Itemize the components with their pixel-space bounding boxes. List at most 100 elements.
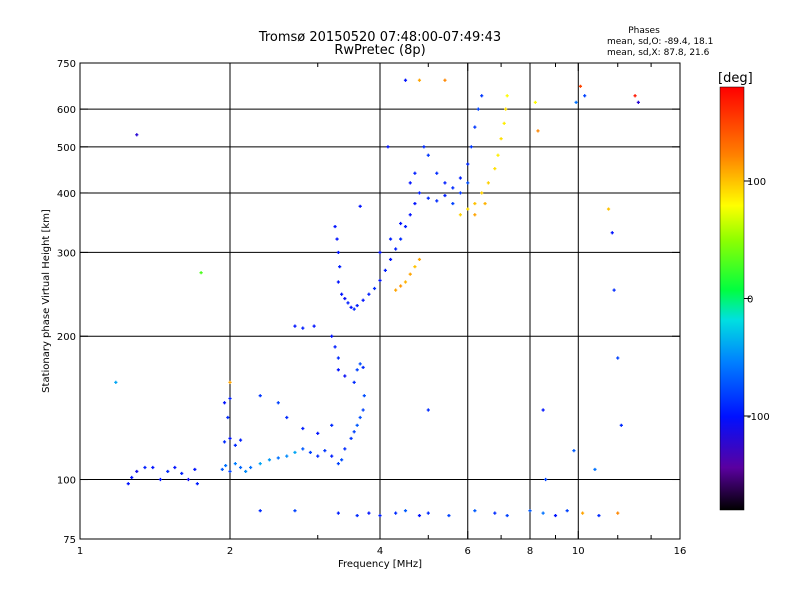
data-point (173, 465, 177, 470)
stats-title: Phases (628, 26, 660, 36)
data-point (417, 78, 422, 82)
data-point (486, 181, 490, 185)
data-point (316, 431, 320, 435)
data-point (228, 396, 232, 401)
data-point (135, 469, 139, 474)
data-point (473, 213, 477, 217)
data-point (394, 288, 398, 292)
data-point (417, 191, 422, 195)
data-point (583, 94, 587, 98)
data-point (403, 280, 408, 284)
data-point (361, 365, 365, 370)
data-point (258, 462, 262, 466)
x-tick-label: 1 (77, 546, 83, 557)
data-point (422, 145, 426, 149)
data-point (616, 356, 620, 360)
data-point (258, 394, 262, 398)
data-point (443, 181, 447, 185)
data-point (435, 199, 439, 203)
data-point (333, 345, 337, 349)
data-point (336, 356, 340, 360)
data-point (378, 278, 382, 283)
data-point (378, 513, 382, 518)
data-point (417, 257, 422, 262)
chart-subtitle: RwPretec (8p) (334, 43, 425, 58)
data-point (355, 513, 359, 518)
data-point (413, 265, 417, 269)
data-point (367, 292, 371, 296)
y-tick-label: 200 (57, 332, 76, 343)
data-point (597, 513, 601, 518)
data-point (226, 415, 230, 420)
data-points[interactable] (114, 78, 640, 518)
data-point (340, 458, 344, 462)
data-point (301, 447, 305, 451)
data-point (335, 237, 339, 241)
data-point (536, 129, 540, 133)
data-point (417, 513, 422, 518)
y-tick-label: 600 (57, 105, 76, 116)
data-point (258, 509, 262, 513)
data-point (394, 247, 398, 251)
data-point (158, 477, 163, 482)
stats-line-o: mean, sd,O: -89.4, 18.1 (607, 37, 713, 47)
data-point (301, 326, 305, 330)
data-point (361, 298, 365, 302)
x-tick-label: 10 (572, 546, 585, 557)
data-point (222, 440, 227, 444)
data-point (403, 78, 408, 82)
colorbar-tick-label: 100 (747, 177, 766, 188)
data-point (408, 181, 412, 185)
axis-ticks: 1 2 4 6 8 10 16 75 100 200 300 400 500 600 750 (57, 59, 686, 557)
data-point (276, 456, 280, 460)
data-point (565, 509, 569, 513)
data-point (499, 137, 503, 141)
data-point (358, 204, 362, 208)
data-point (267, 458, 272, 462)
data-point (636, 100, 640, 104)
data-point (343, 447, 347, 451)
data-point (528, 509, 532, 513)
data-point (383, 268, 387, 273)
data-point (386, 145, 390, 149)
chart-title: Tromsø 20150520 07:48:00-07:49:43 (258, 30, 501, 45)
colorbar-tick-label: 0 (747, 295, 753, 306)
y-tick-label: 75 (63, 535, 76, 546)
data-point (180, 471, 184, 476)
colorbar-tick-label: -100 (747, 412, 770, 423)
data-point (143, 465, 147, 470)
colorbar-label: [deg] (718, 71, 753, 86)
data-point (533, 100, 537, 104)
data-point (505, 513, 509, 518)
data-point (358, 362, 362, 366)
data-point (199, 271, 203, 275)
data-point (610, 231, 614, 235)
data-point (394, 511, 398, 515)
data-point (361, 408, 365, 412)
data-point (473, 125, 477, 129)
data-point (330, 334, 334, 338)
data-point (480, 191, 484, 195)
data-point (451, 201, 455, 206)
data-point (466, 181, 470, 185)
y-tick-label: 500 (57, 143, 76, 154)
data-point (541, 408, 545, 412)
data-point (285, 454, 289, 458)
data-point (504, 107, 508, 111)
data-point (466, 207, 470, 211)
data-point (352, 380, 356, 384)
data-point (426, 408, 430, 412)
data-point (399, 221, 403, 226)
data-point (574, 100, 578, 104)
data-point (193, 467, 197, 472)
colorbar-ticks: 100 0 -100 (744, 177, 770, 423)
data-point (447, 513, 451, 518)
data-point (186, 477, 190, 482)
data-point (276, 401, 280, 405)
data-point (426, 153, 430, 157)
data-point (338, 265, 342, 269)
data-point (633, 94, 637, 98)
data-point (195, 482, 199, 486)
x-tick-label: 6 (465, 546, 471, 557)
